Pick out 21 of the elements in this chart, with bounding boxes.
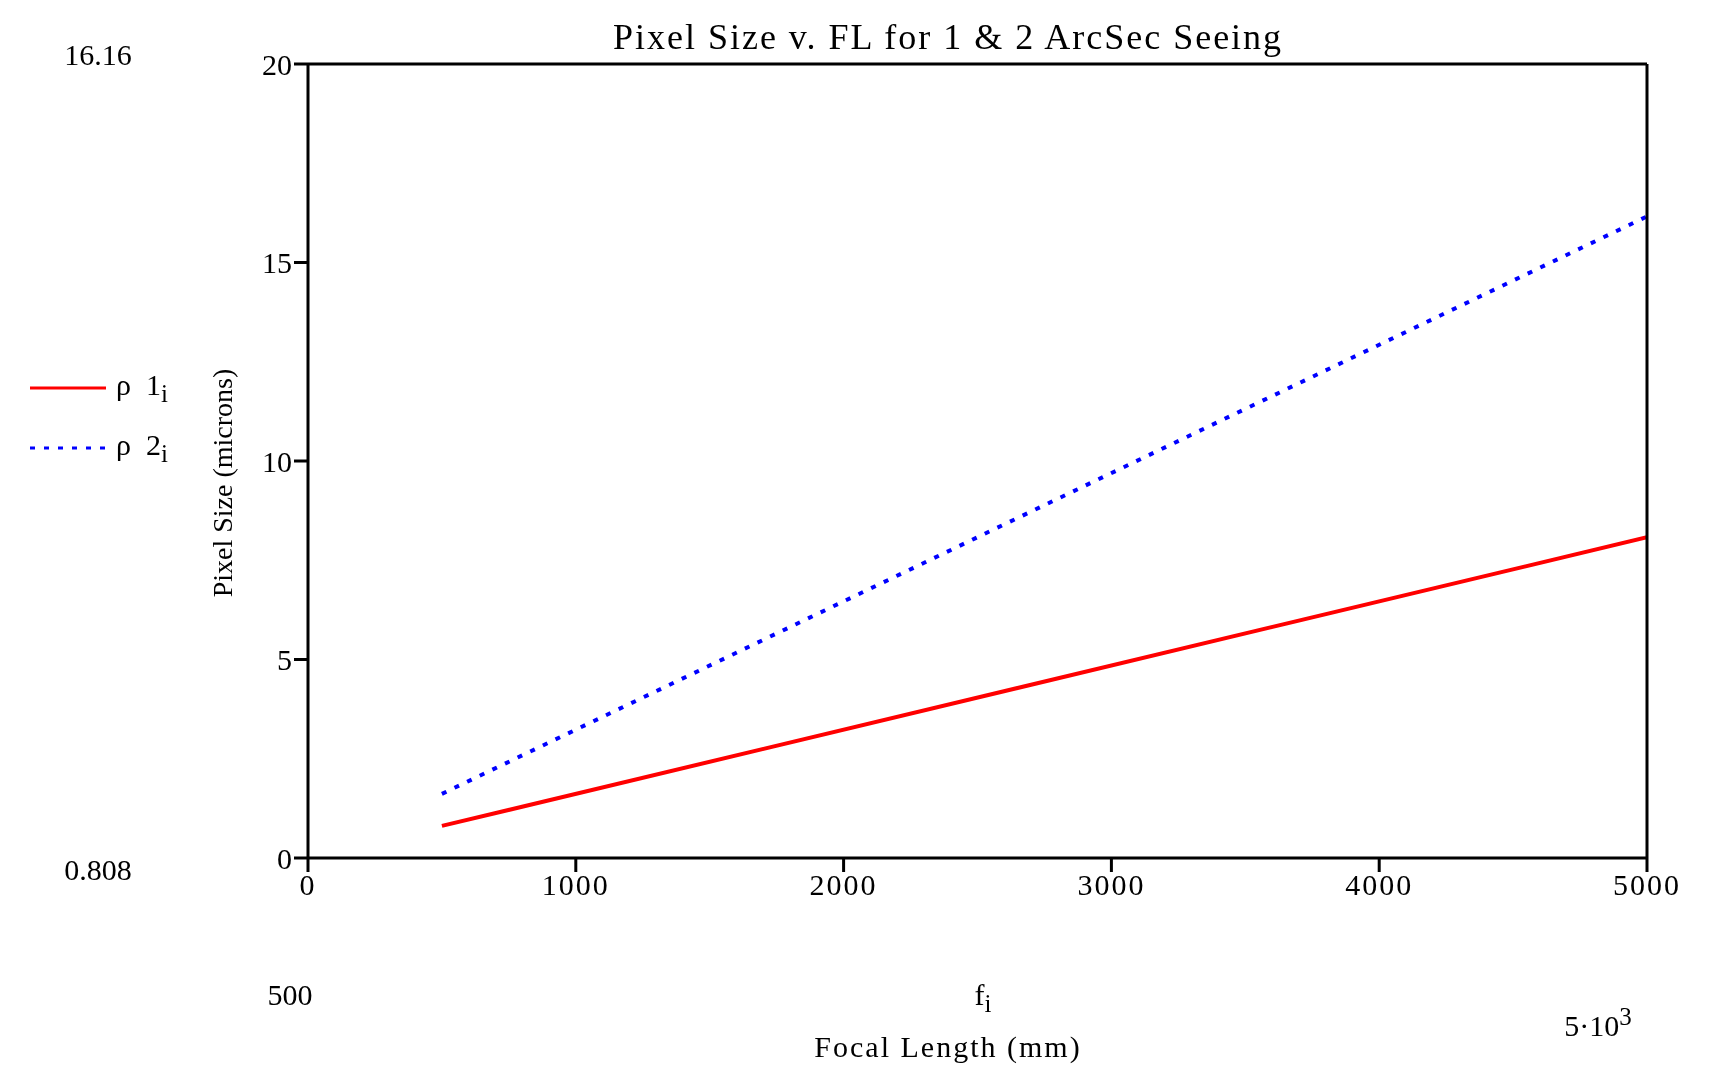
x-axis-title: Focal Length (mm) [814, 1030, 1082, 1063]
y-tick-label: 5 [277, 643, 292, 677]
x-tick-label: 0 [299, 868, 317, 902]
text: 0.808 [64, 853, 132, 886]
legend-label: ρ 2$_{i}$ [116, 428, 168, 468]
y-tick-label: 15 [262, 246, 292, 280]
x-tick-label: 3000 [1077, 868, 1146, 902]
chart-title: Pixel Size v. FL for 1 & 2 ArcSec Seeing [612, 17, 1284, 57]
y-tick-label: 20 [262, 47, 292, 81]
legend-label: ρ 1$_{i}$ [116, 368, 168, 408]
text: 16.16 [64, 38, 132, 71]
x-tick-label: 5000 [1613, 868, 1681, 902]
y-tick-label: 0 [277, 841, 292, 875]
text: f$_{i}$ [974, 978, 992, 1017]
y-axis-title: Pixel Size (microns) [207, 368, 238, 598]
x-tick-label: 2000 [809, 868, 878, 902]
text: 500 [267, 978, 313, 1011]
text: 5·10$^{3}$ [1564, 1003, 1632, 1042]
y-tick-label: 10 [262, 444, 292, 478]
x-tick-label: 1000 [541, 868, 610, 902]
x-tick-label: 4000 [1345, 868, 1414, 902]
